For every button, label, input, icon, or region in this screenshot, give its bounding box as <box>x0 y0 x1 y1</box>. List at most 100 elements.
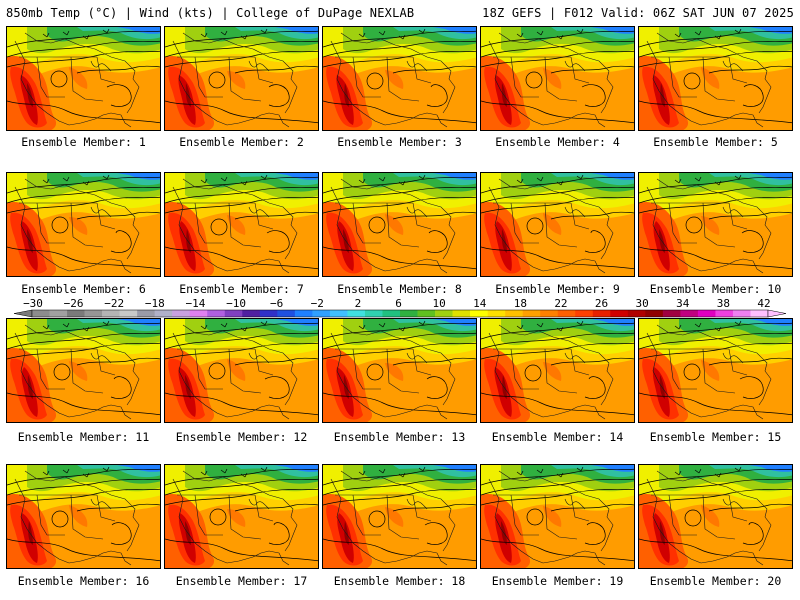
ensemble-member-label: Ensemble Member: 5 <box>653 135 778 149</box>
ensemble-member-label: Ensemble Member: 7 <box>179 282 304 296</box>
colorbar-segment <box>329 310 348 317</box>
ensemble-member-label: Ensemble Member: 11 <box>17 430 150 444</box>
ensemble-member-map <box>480 318 635 423</box>
chart-title: 850mb Temp (°C) | Wind (kts) | College o… <box>6 6 415 20</box>
ensemble-member-label: Ensemble Member: 9 <box>495 282 620 296</box>
colorbar-segment <box>470 310 488 317</box>
colorbar-tick-label: 30 <box>635 297 649 310</box>
ensemble-member-map <box>638 26 793 131</box>
ensemble-member-map <box>638 464 793 569</box>
colorbar-segment <box>610 310 629 317</box>
colorbar-segment <box>522 310 541 317</box>
ensemble-member-label: Ensemble Member: 19 <box>491 574 624 588</box>
colorbar-segment <box>627 310 646 317</box>
colorbar-tick-label: 14 <box>473 297 487 310</box>
colorbar-segment <box>680 310 699 317</box>
ensemble-member-map <box>322 318 477 423</box>
colorbar-segment <box>557 310 576 317</box>
colorbar-segment <box>750 310 769 317</box>
colorbar-segment <box>119 310 138 317</box>
ensemble-member-label: Ensemble Member: 15 <box>649 430 782 444</box>
colorbar-segment <box>540 310 559 317</box>
colorbar-segment <box>435 310 453 317</box>
ensemble-member-map <box>164 26 319 131</box>
ensemble-member-map <box>322 172 477 277</box>
colorbar-segment <box>207 310 226 317</box>
ensemble-member-label: Ensemble Member: 2 <box>179 135 304 149</box>
colorbar-segment <box>259 310 278 317</box>
colorbar-tick-label: 26 <box>594 297 609 310</box>
ensemble-member-label: Ensemble Member: 20 <box>649 574 782 588</box>
colorbar-segment <box>32 310 50 317</box>
ensemble-member-label: Ensemble Member: 4 <box>495 135 620 149</box>
colorbar-tick-label: −6 <box>270 297 284 310</box>
ensemble-member-map <box>6 318 161 423</box>
colorbar-tick-label: −14 <box>185 297 206 310</box>
colorbar-segment <box>172 310 191 317</box>
colorbar-segment <box>294 310 313 317</box>
ensemble-member-map <box>6 172 161 277</box>
colorbar-segment <box>347 310 366 317</box>
colorbar-tick-label: 6 <box>395 297 402 310</box>
colorbar-segment <box>364 310 383 317</box>
colorbar-segment <box>277 310 296 317</box>
colorbar-segment <box>697 310 716 317</box>
ensemble-member-label: Ensemble Member: 3 <box>337 135 462 149</box>
ensemble-member-map <box>6 464 161 569</box>
colorbar-tick-label: −30 <box>23 297 43 310</box>
colorbar-segment <box>49 310 68 317</box>
colorbar-segment <box>732 310 751 317</box>
colorbar-tick-label: 18 <box>513 297 527 310</box>
colorbar-segment <box>242 310 261 317</box>
colorbar-segment <box>592 310 611 317</box>
ensemble-member-map <box>164 464 319 569</box>
colorbar-segment <box>67 310 85 317</box>
colorbar-segment <box>84 310 103 317</box>
colorbar-tick-label: 22 <box>554 297 568 310</box>
colorbar-segment <box>487 310 506 317</box>
colorbar-tick-label: 2 <box>354 297 362 310</box>
colorbar-segment <box>102 310 120 317</box>
ensemble-member-label: Ensemble Member: 16 <box>17 574 150 588</box>
colorbar-segment <box>154 310 173 317</box>
ensemble-member-label: Ensemble Member: 8 <box>337 282 462 296</box>
colorbar-tick-label: −10 <box>226 297 246 310</box>
ensemble-member-map <box>164 318 319 423</box>
ensemble-member-map <box>322 464 477 569</box>
colorbar-tick-label: −18 <box>144 297 165 310</box>
colorbar-segment <box>224 310 243 317</box>
colorbar-tick-label: −2 <box>310 297 324 310</box>
ensemble-member-map <box>480 464 635 569</box>
colorbar-segment <box>645 310 664 317</box>
ensemble-member-map <box>638 318 793 423</box>
ensemble-member-label: Ensemble Member: 12 <box>175 430 308 444</box>
colorbar-high-arrow <box>767 309 787 318</box>
ensemble-member-map <box>322 26 477 131</box>
ensemble-member-label: Ensemble Member: 10 <box>649 282 782 296</box>
colorbar-tick-label: 38 <box>716 297 730 310</box>
colorbar-tick-label: −22 <box>104 297 125 310</box>
colorbar-segment <box>137 310 155 317</box>
ensemble-member-label: Ensemble Member: 6 <box>21 282 146 296</box>
model-run-info: 18Z GEFS | F012 Valid: 06Z SAT JUN 07 20… <box>482 6 794 20</box>
ensemble-member-map <box>164 172 319 277</box>
colorbar-tick-label: −26 <box>63 297 84 310</box>
colorbar-segment <box>312 310 331 317</box>
colorbar-segment <box>400 310 418 317</box>
colorbar-segment <box>417 310 436 317</box>
ensemble-member-label: Ensemble Member: 17 <box>175 574 308 588</box>
colorbar-low-arrow <box>13 309 33 318</box>
colorbar-segment <box>189 310 208 317</box>
ensemble-member-label: Ensemble Member: 1 <box>21 135 146 149</box>
colorbar-segment <box>575 310 594 317</box>
colorbar-tick-label: 10 <box>432 297 446 310</box>
ensemble-member-map <box>638 172 793 277</box>
colorbar-segment <box>382 310 401 317</box>
ensemble-member-map <box>6 26 161 131</box>
colorbar-segment <box>715 310 734 317</box>
temperature-colorbar <box>13 309 787 318</box>
ensemble-member-map <box>480 26 635 131</box>
colorbar-segment <box>452 310 471 317</box>
ensemble-member-map <box>480 172 635 277</box>
ensemble-member-label: Ensemble Member: 14 <box>491 430 624 444</box>
